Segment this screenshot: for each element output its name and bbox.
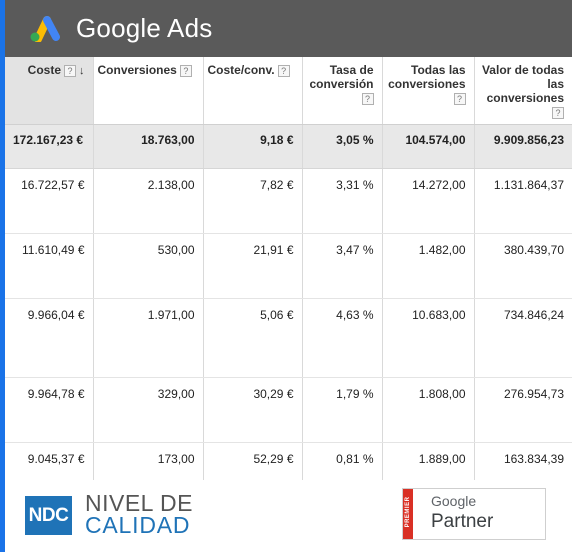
total-cell: 3,05 %: [302, 124, 383, 169]
table-cell: 3,47 %: [302, 233, 383, 299]
table-cell: 1.808,00: [382, 377, 475, 443]
help-icon[interactable]: ?: [179, 64, 192, 77]
table-cell: 4,63 %: [302, 298, 383, 378]
table-cell: 276.954,73: [474, 377, 572, 443]
column-header-todas-conversiones[interactable]: Todas las conversiones?: [382, 57, 475, 125]
column-label: Tasa de conversión: [309, 63, 374, 91]
table-row[interactable]: 9.964,78 € 329,00 30,29 € 1,79 % 1.808,0…: [5, 377, 572, 443]
table-cell: 380.439,70: [474, 233, 572, 299]
app-header: Google Ads: [5, 0, 572, 57]
table-cell: 7,82 €: [203, 168, 303, 234]
table-cell: 1.482,00: [382, 233, 475, 299]
table-cell: 5,06 €: [203, 298, 303, 378]
table-cell: 30,29 €: [203, 377, 303, 443]
sort-descending-icon[interactable]: ↓: [79, 64, 85, 77]
total-cell: 172.167,23 €: [5, 124, 94, 169]
premier-ribbon: PREMIER: [403, 489, 413, 539]
total-cell: 9,18 €: [203, 124, 303, 169]
table-cell: 11.610,49 €: [5, 233, 94, 299]
column-header-coste-conv[interactable]: Coste/conv.?: [203, 57, 303, 125]
partner-label: Partner: [431, 511, 494, 532]
column-header-coste[interactable]: Coste? ↓: [5, 57, 94, 125]
ndc-logo: NDC: [25, 496, 72, 535]
ndc-line-2: CALIDAD: [85, 512, 191, 538]
metrics-table: Coste? ↓ Conversiones? Coste/conv.? Tasa …: [5, 57, 572, 508]
column-header-valor-todas-conversiones[interactable]: Valor de todas las conversiones?: [474, 57, 572, 125]
table-cell: 1.131.864,37: [474, 168, 572, 234]
google-partner-badge: PREMIER Google Partner: [402, 488, 546, 540]
app-title: Google Ads: [76, 13, 213, 43]
ndc-line-1: NIVEL DE: [85, 490, 193, 516]
table-cell: 2.138,00: [93, 168, 204, 234]
table-cell: 9.966,04 €: [5, 298, 94, 378]
help-icon[interactable]: ?: [453, 92, 466, 105]
help-icon[interactable]: ?: [277, 64, 290, 77]
column-header-conversiones[interactable]: Conversiones?: [93, 57, 204, 125]
partner-google-label: Google: [431, 493, 477, 509]
table-cell: 329,00: [93, 377, 204, 443]
help-icon[interactable]: ?: [552, 106, 564, 119]
help-icon[interactable]: ?: [361, 92, 374, 105]
column-label: Coste/conv.: [207, 63, 275, 77]
table-cell: 1.971,00: [93, 298, 204, 378]
left-accent-bar: [0, 0, 5, 552]
table-row[interactable]: 16.722,57 € 2.138,00 7,82 € 3,31 % 14.27…: [5, 168, 572, 234]
column-label: Coste: [27, 63, 61, 77]
column-label: Valor de todas las conversiones: [481, 63, 564, 105]
total-cell: 9.909.856,23: [474, 124, 572, 169]
table-cell: 3,31 %: [302, 168, 383, 234]
footer-logos: NDC NIVEL DE CALIDAD PREMIER Google Part…: [5, 480, 572, 552]
google-ads-logo-icon: [30, 16, 60, 42]
table-cell: 10.683,00: [382, 298, 475, 378]
ndc-wordmark: NIVEL DE CALIDAD: [85, 490, 193, 538]
column-label: Todas las conversiones: [388, 63, 466, 91]
table-cell: 530,00: [93, 233, 204, 299]
table-cell: 14.272,00: [382, 168, 475, 234]
column-label: Conversiones: [97, 63, 177, 77]
table-row[interactable]: 9.966,04 € 1.971,00 5,06 € 4,63 % 10.683…: [5, 298, 572, 378]
table-cell: 734.846,24: [474, 298, 572, 378]
table-cell: 21,91 €: [203, 233, 303, 299]
premier-label: PREMIER: [405, 496, 411, 528]
total-cell: 18.763,00: [93, 124, 204, 169]
table-row[interactable]: 11.610,49 € 530,00 21,91 € 3,47 % 1.482,…: [5, 233, 572, 299]
table-cell: 16.722,57 €: [5, 168, 94, 234]
column-header-tasa-conversion[interactable]: Tasa de conversión?: [302, 57, 383, 125]
table-cell: 1,79 %: [302, 377, 383, 443]
table-cell: 9.964,78 €: [5, 377, 94, 443]
help-icon[interactable]: ?: [64, 64, 76, 77]
totals-row: 172.167,23 € 18.763,00 9,18 € 3,05 % 104…: [5, 124, 572, 169]
table-header-row: Coste? ↓ Conversiones? Coste/conv.? Tasa …: [5, 57, 572, 125]
total-cell: 104.574,00: [382, 124, 475, 169]
